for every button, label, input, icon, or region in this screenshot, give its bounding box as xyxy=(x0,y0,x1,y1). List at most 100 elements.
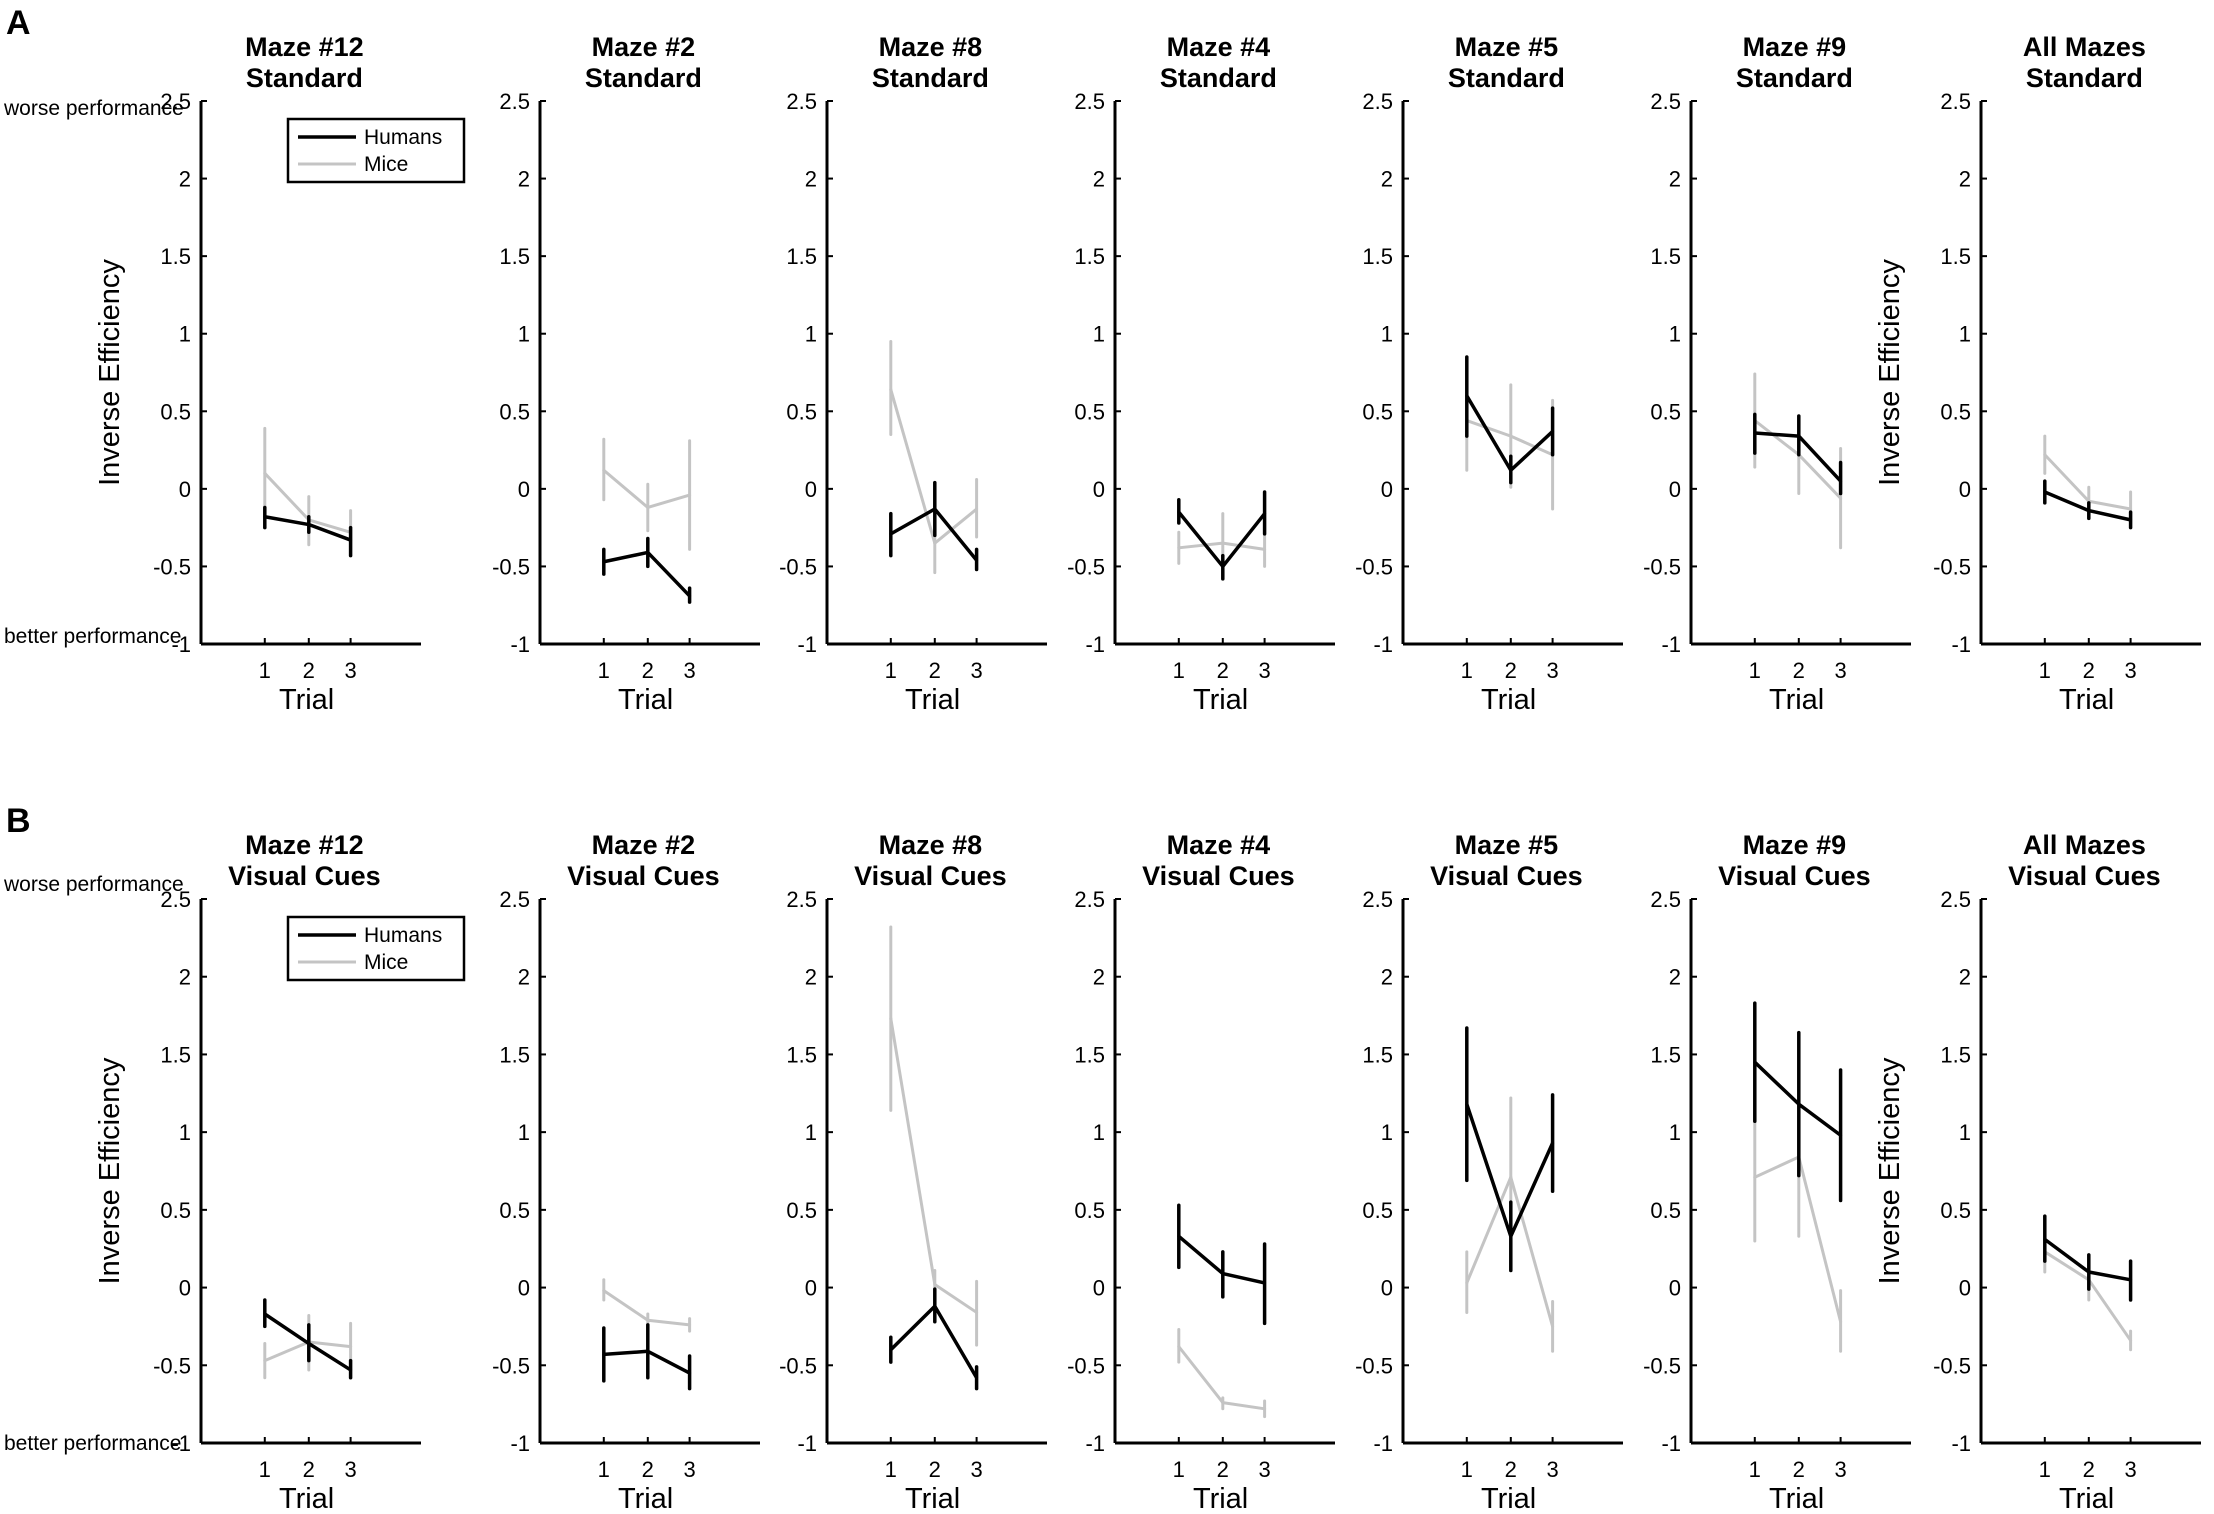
y-tick-label: -1 xyxy=(171,1431,191,1456)
y-tick-label: -0.5 xyxy=(1067,1353,1105,1378)
y-tick-label: -1 xyxy=(1373,632,1393,657)
x-tick-label: 2 xyxy=(1217,1457,1229,1482)
mice-point xyxy=(1753,1175,1757,1179)
y-tick-label: 1 xyxy=(1959,1120,1971,1145)
chart-title-line2: Visual Cues xyxy=(854,861,1007,891)
y-tick-label: 0.5 xyxy=(1650,1198,1681,1223)
y-tick-label: 0 xyxy=(805,477,817,502)
y-tick-label: 2.5 xyxy=(160,89,191,114)
y-tick-label: -0.5 xyxy=(1933,1353,1971,1378)
x-tick-label: 3 xyxy=(1834,658,1846,683)
y-tick-label: 2 xyxy=(179,167,191,192)
y-tick-label: 0.5 xyxy=(1940,1198,1971,1223)
x-axis-label: Trial xyxy=(1481,1483,1536,1514)
y-tick-label: 0 xyxy=(179,1276,191,1301)
chart-title-line2: Standard xyxy=(246,63,363,93)
chart-title-line1: Maze #8 xyxy=(879,830,983,860)
humans-point xyxy=(2087,1270,2091,1274)
mice-point xyxy=(889,388,893,392)
y-tick-label: 2 xyxy=(1669,965,1681,990)
x-axis-label: Trial xyxy=(1769,1483,1824,1514)
mice-point xyxy=(1551,1324,1555,1328)
y-tick-label: 1.5 xyxy=(786,1042,817,1067)
humans-point xyxy=(2087,509,2091,513)
y-tick-label: 2 xyxy=(1093,167,1105,192)
chart-title-line2: Visual Cues xyxy=(567,861,720,891)
y-tick-label: 1 xyxy=(518,322,530,347)
x-tick-label: 2 xyxy=(1793,1457,1805,1482)
x-axis-label: Trial xyxy=(618,684,673,716)
y-tick-label: 0 xyxy=(1093,477,1105,502)
y-tick-label: 1 xyxy=(1093,1120,1105,1145)
x-axis-label: Trial xyxy=(905,1483,960,1514)
worse-performance-label-a: worse performance xyxy=(3,97,184,120)
legend-humans-label: Humans xyxy=(364,126,442,149)
mice-point xyxy=(646,505,650,509)
y-tick-label: 2.5 xyxy=(1362,89,1393,114)
y-tick-label: -0.5 xyxy=(153,1353,191,1378)
y-tick-label: 0 xyxy=(805,1276,817,1301)
y-tick-label: 0 xyxy=(1381,1276,1393,1301)
chart-title-line2: Standard xyxy=(1160,63,1277,93)
chart-title-line1: Maze #9 xyxy=(1743,830,1847,860)
x-tick-label: 1 xyxy=(1461,1457,1473,1482)
y-tick-label: 1.5 xyxy=(1074,1042,1105,1067)
chart-title-line1: Maze #2 xyxy=(592,830,696,860)
y-tick-label: -0.5 xyxy=(1355,1353,1393,1378)
mice-point xyxy=(1509,434,1513,438)
worse-performance-label-b: worse performance xyxy=(3,873,184,896)
mice-point xyxy=(975,507,979,511)
better-performance-label-b: better performance xyxy=(4,1432,181,1455)
chart-standard-6: -1 -0.5 0 0.5 1 1.5 2 2.5 1 2 3 Trial Maze #9Standar… xyxy=(1643,32,1911,716)
y-tick-label: 2 xyxy=(1959,167,1971,192)
y-tick-label: 0 xyxy=(1959,1276,1971,1301)
y-tick-label: 1.5 xyxy=(160,244,191,269)
y-tick-label: 0 xyxy=(1959,477,1971,502)
y-tick-label: 1.5 xyxy=(499,1042,530,1067)
y-tick-label: 2 xyxy=(805,965,817,990)
x-axis-label: Trial xyxy=(1193,1483,1248,1514)
mice-point xyxy=(602,1289,606,1293)
panel-label-b: B xyxy=(6,802,31,840)
y-tick-label: 2 xyxy=(805,167,817,192)
humans-point xyxy=(1509,468,1513,472)
y-tick-label: -0.5 xyxy=(1933,554,1971,579)
y-tick-label: 2 xyxy=(1381,965,1393,990)
humans-point xyxy=(2129,1278,2133,1282)
mice-point xyxy=(1509,1175,1513,1179)
y-tick-label: 0.5 xyxy=(499,399,530,424)
x-tick-label: 1 xyxy=(1749,658,1761,683)
y-tick-label: -1 xyxy=(1661,1431,1681,1456)
y-tick-label: 1 xyxy=(805,1120,817,1145)
chart-visual-cues-6: -1 -0.5 0 0.5 1 1.5 2 2.5 1 2 3 Trial Maze #9Visual … xyxy=(1643,830,1911,1514)
y-tick-label: -1 xyxy=(1373,1431,1393,1456)
x-tick-label: 1 xyxy=(598,1457,610,1482)
chart-title-line2: Standard xyxy=(872,63,989,93)
y-tick-label: 1.5 xyxy=(1940,1042,1971,1067)
y-tick-label: 1.5 xyxy=(1074,244,1105,269)
mice-point xyxy=(1263,547,1267,551)
legend-humans-label: Humans xyxy=(364,924,442,947)
y-tick-label: -1 xyxy=(797,1431,817,1456)
x-tick-label: 2 xyxy=(1505,1457,1517,1482)
y-tick-label: 0 xyxy=(179,477,191,502)
humans-point xyxy=(933,1304,937,1308)
y-axis-label: Inverse Efficiency xyxy=(94,259,126,486)
humans-point xyxy=(1839,479,1843,483)
chart-title-line1: Maze #4 xyxy=(1167,32,1271,62)
x-tick-label: 1 xyxy=(259,658,271,683)
y-tick-label: 0.5 xyxy=(1074,1198,1105,1223)
y-tick-label: -0.5 xyxy=(492,554,530,579)
legend-mice-label: Mice xyxy=(364,153,408,176)
y-tick-label: 0.5 xyxy=(160,399,191,424)
y-tick-label: 1 xyxy=(805,322,817,347)
mice-point xyxy=(1177,1345,1181,1349)
y-tick-label: -0.5 xyxy=(779,1353,817,1378)
y-tick-label: -1 xyxy=(1951,1431,1971,1456)
humans-point xyxy=(1797,434,1801,438)
chart-standard-5: -1 -0.5 0 0.5 1 1.5 2 2.5 1 2 3 Trial Maze #5Standar… xyxy=(1355,32,1623,716)
chart-visual-cues-4: -1 -0.5 0 0.5 1 1.5 2 2.5 1 2 3 Trial Maze #4Visual … xyxy=(1067,830,1335,1514)
mice-point xyxy=(889,1017,893,1021)
chart-standard-1: -1 -0.5 0 0.5 1 1.5 2 2.5 1 2 3 Trial Inverse Effici… xyxy=(94,32,466,716)
y-tick-label: 0.5 xyxy=(786,399,817,424)
